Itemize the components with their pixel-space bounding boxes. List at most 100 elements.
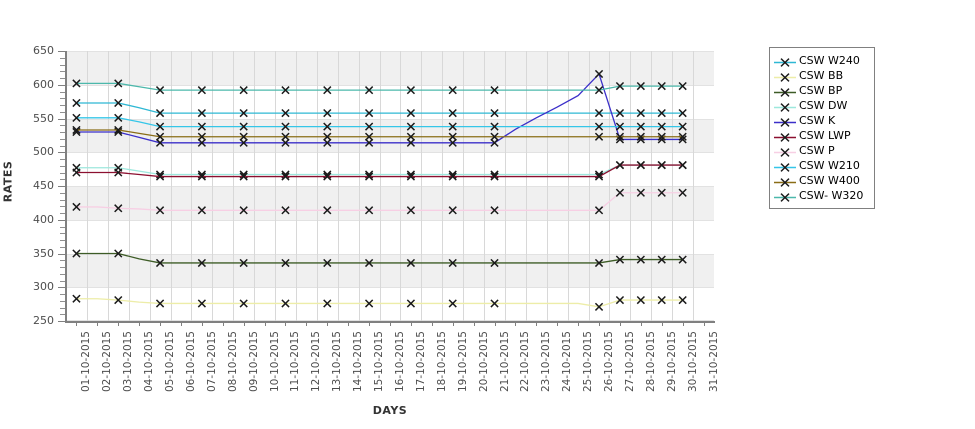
data-point-marker — [594, 302, 604, 311]
data-point-marker — [323, 108, 332, 118]
x-tick — [369, 321, 370, 326]
series-line — [76, 252, 683, 264]
data-point-marker — [323, 138, 332, 147]
x-tick — [515, 321, 516, 326]
y-tick-minor — [60, 294, 65, 295]
vertical-gridline — [171, 51, 172, 321]
vertical-gridline — [233, 51, 234, 321]
x-tick — [160, 321, 161, 326]
data-point-marker — [155, 138, 165, 147]
data-point-marker — [72, 98, 81, 108]
series-2 — [72, 294, 687, 311]
data-point-marker — [490, 108, 499, 118]
data-point-marker — [364, 132, 374, 141]
x-tick — [411, 321, 412, 326]
data-point-marker — [448, 172, 457, 181]
data-point-marker — [364, 172, 374, 181]
data-point-marker — [72, 79, 81, 88]
data-point-marker — [594, 172, 604, 181]
legend-item[interactable]: CSW P — [774, 143, 870, 158]
data-point-marker — [594, 86, 604, 95]
gridline-layer — [66, 51, 714, 321]
data-point-marker — [281, 122, 290, 131]
data-point-marker — [678, 295, 687, 305]
y-tick-minor — [60, 91, 65, 93]
data-point-marker — [615, 188, 625, 197]
x-tick — [578, 321, 579, 326]
data-point-marker — [636, 108, 645, 118]
data-point-marker — [72, 202, 81, 212]
legend-marker-icon — [774, 99, 796, 112]
data-point-marker — [448, 258, 457, 268]
x-tick-label: 29-10-2015 — [666, 331, 678, 393]
legend-item[interactable]: CSW W400 — [774, 173, 870, 188]
vertical-gridline — [212, 51, 213, 321]
data-point-marker — [72, 294, 81, 303]
data-point-marker — [155, 172, 165, 181]
legend-item-label: CSW W400 — [799, 174, 860, 187]
x-tick — [223, 321, 224, 326]
data-point-marker — [490, 138, 499, 147]
data-point-marker — [364, 299, 374, 308]
alternating-band-layer — [66, 51, 714, 321]
legend-item[interactable]: CSW- W320 — [774, 188, 870, 203]
data-point-marker — [239, 132, 248, 141]
data-point-marker — [448, 170, 457, 179]
legend-item[interactable]: CSW BB — [774, 68, 870, 83]
series-layer — [72, 69, 687, 311]
data-point-marker — [678, 81, 687, 91]
y-tick-major — [58, 152, 65, 154]
data-point-marker — [615, 81, 625, 91]
x-tick-label: 10-10-2015 — [269, 331, 281, 393]
y-tick-label: 300 — [33, 280, 54, 294]
data-point-marker — [490, 258, 499, 268]
x-tick-label: 22-10-2015 — [519, 331, 531, 393]
vertical-gridline — [359, 51, 360, 321]
data-point-marker — [155, 108, 165, 118]
legend-item-label: CSW K — [799, 114, 836, 127]
legend-item[interactable]: CSW DW — [774, 98, 870, 113]
data-point-marker — [239, 122, 248, 131]
x-tick — [662, 321, 663, 326]
legend-item[interactable]: CSW LWP — [774, 128, 870, 143]
legend-item[interactable]: CSW W210 — [774, 158, 870, 173]
horizontal-gridline — [66, 287, 714, 289]
legend-marker-icon — [774, 144, 796, 157]
x-tick-label: 24-10-2015 — [561, 331, 573, 393]
data-point-marker — [364, 258, 374, 268]
x-tick — [683, 321, 684, 326]
legend-item-label: CSW BP — [799, 84, 843, 97]
data-point-marker — [657, 160, 666, 170]
x-tick-label: 06-10-2015 — [185, 331, 197, 393]
legend-item-label: CSW P — [799, 144, 835, 157]
data-point-marker — [239, 108, 248, 118]
y-tick-minor — [60, 71, 65, 73]
y-tick-minor — [60, 280, 65, 282]
y-tick-label: 600 — [33, 77, 54, 91]
data-point-marker — [490, 206, 499, 215]
vertical-gridline — [254, 51, 255, 321]
y-tick-minor — [60, 260, 65, 262]
data-point-marker — [657, 122, 666, 131]
series-line — [76, 117, 683, 128]
legend-item[interactable]: CSW BP — [774, 83, 870, 98]
data-point-marker — [197, 122, 207, 131]
x-tick-label: 30-10-2015 — [687, 331, 699, 393]
legend-item[interactable]: CSW W240 — [774, 53, 870, 68]
x-tick — [285, 321, 286, 326]
data-point-marker — [155, 258, 165, 268]
data-point-marker — [197, 170, 207, 179]
vertical-gridline — [421, 51, 422, 321]
data-point-marker — [281, 86, 290, 95]
vertical-gridline — [463, 51, 464, 321]
data-point-marker — [615, 160, 625, 170]
data-point-marker — [281, 132, 290, 141]
x-tick-label: 11-10-2015 — [289, 331, 301, 393]
band — [66, 118, 714, 153]
series-10 — [72, 79, 687, 95]
x-tick — [139, 321, 140, 326]
y-axis-title: RATES — [1, 160, 15, 203]
data-point-marker — [615, 255, 625, 264]
data-point-marker — [448, 138, 457, 147]
legend-item[interactable]: CSW K — [774, 113, 870, 128]
